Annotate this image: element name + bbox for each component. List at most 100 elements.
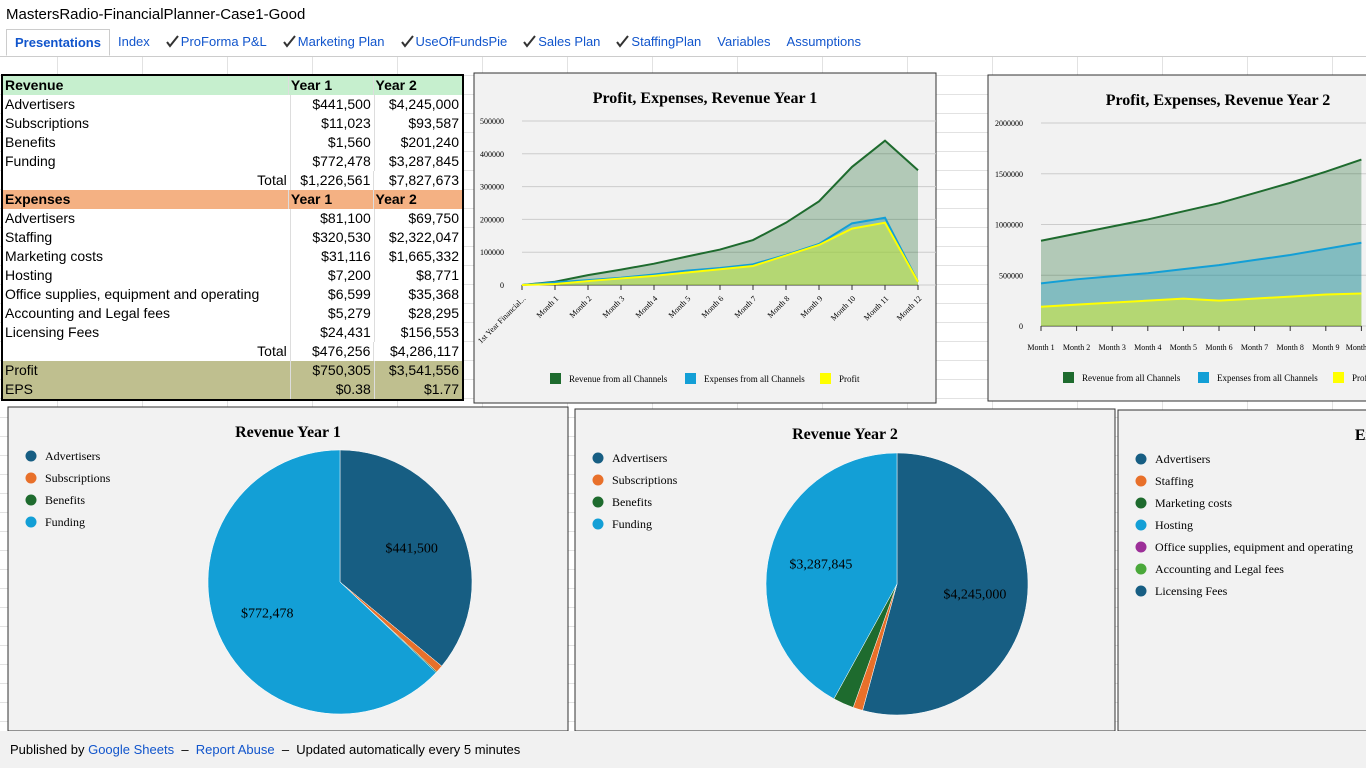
tab[interactable]: Sales Plan	[515, 29, 608, 54]
table-cell: $81,100	[291, 209, 375, 228]
table-row: Profit $750,305 $3,541,556	[3, 361, 462, 380]
legend-dot	[1135, 563, 1147, 575]
footer-text: Published by	[10, 742, 85, 757]
slice-label: $441,500	[385, 541, 438, 556]
tabs: Presentations Index ProForma P&L Marketing …	[6, 29, 869, 56]
table-row: Expenses Year 1 Year 2	[3, 190, 462, 209]
table-row: Total $1,226,561 $7,827,673	[3, 171, 462, 190]
table-row: Subscriptions $11,023 $93,587	[3, 114, 462, 133]
table-cell: $31,116	[291, 247, 375, 266]
table-cell: $5,279	[291, 304, 375, 323]
table-cell: $320,530	[291, 228, 375, 247]
check-mark	[165, 35, 179, 48]
tab-label: Variables	[717, 34, 771, 49]
summary-table: Revenue Year 1 Year 2 Advertisers $441,500 $4…	[1, 74, 464, 401]
table-cell: $3,287,845	[388, 153, 459, 169]
table-row: Total $476,256 $4,286,117	[3, 342, 462, 361]
table-cell: EPS	[3, 380, 292, 399]
y-tick-label: 200000	[480, 215, 504, 224]
table-cell: Year 2	[375, 77, 417, 93]
tab[interactable]: Index	[110, 29, 158, 54]
check-icon	[523, 35, 537, 48]
table-row: Benefits $1,560 $201,240	[3, 133, 462, 152]
y-tick-label: 1500000	[995, 170, 1023, 179]
table-cell: $11,023	[291, 114, 375, 133]
series-line	[1040, 292, 1362, 308]
table-cell: Revenue	[3, 76, 289, 95]
tab[interactable]: UseOfFundsPie	[393, 29, 516, 54]
table-cell: Funding	[3, 152, 292, 171]
legend-dot	[592, 474, 604, 486]
tab[interactable]: Assumptions	[779, 29, 869, 54]
table-row: Staffing $320,530 $2,322,047	[3, 228, 462, 247]
legend-label: Profit	[839, 374, 860, 384]
tab-label: Sales Plan	[538, 34, 601, 49]
slice-label: $3,287,845	[789, 557, 852, 572]
series-line	[521, 139, 919, 286]
legend-dot	[1135, 541, 1147, 553]
table-row: EPS $0.38 $1.77	[3, 380, 462, 399]
legend-label: Expenses from all Channels	[704, 374, 805, 384]
x-tick-label: Month 6	[1205, 343, 1232, 352]
legend-dot	[592, 518, 604, 530]
tab[interactable]: StaffingPlan	[608, 29, 709, 54]
tab[interactable]: Marketing Plan	[275, 29, 393, 54]
tab-label: Index	[117, 34, 150, 49]
table-cell: $3,541,556	[388, 362, 459, 378]
area	[1041, 159, 1362, 326]
legend-dot	[25, 494, 37, 506]
legend-dot	[25, 472, 37, 484]
header: MastersRadio-FinancialPlanner-Case1-Good…	[0, 0, 1366, 57]
tab[interactable]: ProForma P&L	[158, 29, 275, 54]
table-cell: $7,827,673	[388, 172, 459, 188]
series-line	[521, 221, 919, 286]
pie-slice	[862, 452, 1029, 716]
table-cell: $441,500	[291, 95, 375, 114]
x-tick-label: Month 4	[1134, 343, 1161, 352]
legend-label: Revenue from all Channels	[1082, 373, 1181, 383]
y-tick-label: 0	[500, 281, 504, 290]
area	[522, 222, 918, 285]
table-cell: Licensing Fees	[3, 323, 292, 342]
table-cell: $156,553	[400, 324, 459, 340]
area	[1041, 242, 1362, 326]
chart-title: Expenses Year 1	[1355, 427, 1366, 444]
x-tick-label: Month 3	[1099, 343, 1126, 352]
table-row: Office supplies, equipment and operating…	[3, 285, 462, 304]
tab[interactable]: Variables	[709, 29, 778, 54]
legend-dot	[1135, 475, 1147, 487]
series-line	[1040, 241, 1362, 285]
charts: Profit, Expenses, Revenue Year 1 0 100000 2…	[7, 72, 1366, 731]
legend-dot	[1135, 585, 1147, 597]
x-tick-label: Month 10	[1346, 343, 1366, 352]
table-cell: Year 2	[375, 191, 417, 207]
legend-label: Advertisers	[1155, 452, 1211, 466]
check-icon	[400, 35, 414, 48]
chart-box	[1117, 409, 1366, 731]
footer-link[interactable]: Google Sheets	[88, 742, 175, 757]
legend-label: Expenses from all Channels	[1217, 373, 1318, 383]
area	[1041, 293, 1362, 326]
pie-slice	[765, 452, 898, 700]
legend-label: Funding	[45, 515, 85, 529]
legend-label: Marketing costs	[1155, 496, 1232, 510]
chart-box	[473, 72, 937, 404]
legend-dot	[25, 516, 37, 528]
table-cell: Profit	[3, 361, 292, 380]
legend-swatch	[1063, 372, 1074, 383]
table-cell: Accounting and Legal fees	[3, 304, 292, 323]
series-line	[1040, 158, 1362, 242]
footer: Published by Google Sheets – Report Abus…	[0, 731, 1366, 768]
table-cell: $7,200	[291, 266, 375, 285]
tab[interactable]: Presentations	[6, 29, 110, 56]
check-mark	[616, 35, 630, 48]
table-cell: Staffing	[3, 228, 292, 247]
table-row: Accounting and Legal fees $5,279 $28,295	[3, 304, 462, 323]
table-cell: $1.77	[423, 381, 459, 397]
slice-label: $4,245,000	[943, 587, 1006, 602]
x-tick-label: Month 5	[1170, 343, 1197, 352]
tab-label: Assumptions	[786, 34, 861, 49]
report-link[interactable]: Report Abuse	[195, 742, 275, 757]
table-cell: Advertisers	[3, 95, 292, 114]
x-tick-label: Month 1	[1027, 343, 1054, 352]
